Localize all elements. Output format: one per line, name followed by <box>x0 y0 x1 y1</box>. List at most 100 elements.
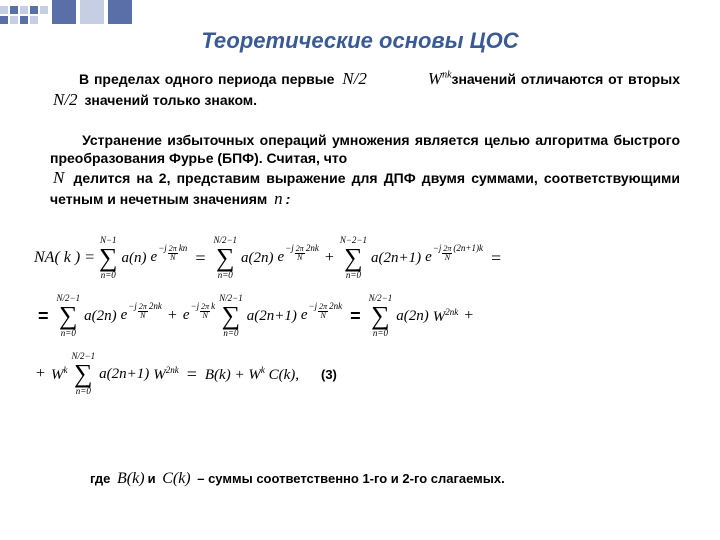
exp-d: e −j2πN2nk <box>121 307 162 325</box>
sum-f-term: a(2n) <box>396 308 429 325</box>
p1-wnk: Wnk <box>428 69 452 88</box>
exp-a-den: N <box>169 254 176 262</box>
exp-b-pre: −j <box>285 243 294 253</box>
sum-g-lower: n=0 <box>76 387 91 396</box>
sum-d-lower: n=0 <box>61 329 76 338</box>
plus1: + <box>323 249 336 267</box>
sigma-icon: ∑ <box>216 245 235 271</box>
p1-wnk-base: W <box>428 69 442 88</box>
footer-Bk: B(k) <box>114 470 148 487</box>
formula-row-2: = N/2−1 ∑ n=0 a(2n) e −j2πN2nk + e −j2πN… <box>34 294 686 338</box>
footer-tail: – суммы соответственно 1-го и 2-го слага… <box>194 471 505 486</box>
efac-den: N <box>201 312 208 320</box>
Wk-sup: k <box>64 365 68 375</box>
paragraph-2: Устранение избыточных операций умножения… <box>50 132 680 210</box>
exp-e-tail: 2nk <box>329 301 342 311</box>
exp-e-pre: −j <box>309 301 318 311</box>
sum-b: N/2−1 ∑ n=0 <box>213 236 237 280</box>
exp-d-den: N <box>139 312 146 320</box>
equation-number: (3) <box>321 367 337 382</box>
row3-lead: + <box>34 365 47 383</box>
sum-e-lower: n=0 <box>223 329 238 338</box>
Wk-base: W <box>51 367 64 383</box>
sum-d: N/2−1 ∑ n=0 <box>57 294 81 338</box>
sum-c: N−2−1 ∑ n=0 <box>340 236 367 280</box>
p2-colon: : <box>286 191 291 207</box>
footer-where: где <box>90 471 110 486</box>
sum-g-W: W2nk <box>153 365 179 384</box>
BkWkCk: B(k) + Wk C(k), <box>205 365 299 384</box>
traileq1: = <box>487 248 503 269</box>
eq1: = <box>191 248 209 269</box>
slide: Теоретические основы ЦОС В пределах одно… <box>0 0 720 540</box>
p1-a: В пределах одного периода первые <box>79 71 334 87</box>
eq2: = <box>346 306 365 327</box>
row2-lead: = <box>34 306 53 327</box>
formula-row-1: NA( k ) = N−1 ∑ n=0 a(n) e −j2πNkn = N/2… <box>34 236 686 280</box>
sum-a: N−1 ∑ n=0 <box>99 236 118 280</box>
sum-a-term: a(n) <box>122 250 147 267</box>
exp-a-pre: −j <box>158 243 167 253</box>
plus-tail2: + <box>462 307 475 325</box>
sum-e-term: a(2n+1) <box>247 308 297 325</box>
p2-n: n <box>271 189 286 208</box>
bkwkck-a: B(k) + W <box>205 367 261 383</box>
sum-b-term: a(2n) <box>241 250 274 267</box>
sum-b-lower: n=0 <box>218 271 233 280</box>
sum-f-W: W2nk <box>433 307 459 326</box>
sigma-icon: ∑ <box>99 245 118 271</box>
p1-math-n2b: N/2 <box>50 90 81 109</box>
sum-c-lower: n=0 <box>346 271 361 280</box>
e-factor: e −j2πNk <box>183 307 215 325</box>
sigma-icon: ∑ <box>59 303 78 329</box>
eq3: = <box>183 364 201 385</box>
exp-e-den: N <box>319 312 326 320</box>
exp-b-den: N <box>296 254 303 262</box>
exp-c-tail: (2n+1)k <box>453 243 483 253</box>
exp-d-pre: −j <box>128 301 137 311</box>
paragraph-1: В пределах одного периода первые N/2 Wnk… <box>50 68 680 111</box>
sum-e: N/2−1 ∑ n=0 <box>219 294 243 338</box>
formula-row-3: + Wk N/2−1 ∑ n=0 a(2n+1) W2nk = B(k) + W… <box>34 352 686 396</box>
sum-d-term: a(2n) <box>84 308 117 325</box>
sum-g: N/2−1 ∑ n=0 <box>72 352 96 396</box>
sum-c-term: a(2n+1) <box>371 250 421 267</box>
Wk-factor: Wk <box>51 365 68 384</box>
sum-g-wsup: 2nk <box>166 365 179 375</box>
efac-tail: k <box>211 301 215 311</box>
sum-a-lower: n=0 <box>101 271 116 280</box>
p1-b: значений отличаются от вторых <box>452 71 680 87</box>
sigma-icon: ∑ <box>74 361 93 387</box>
exp-c-den: N <box>444 254 451 262</box>
sum-g-term: a(2n+1) <box>99 366 149 383</box>
footer-and: и <box>148 471 156 486</box>
exp-a-tail: kn <box>179 243 188 253</box>
sigma-icon: ∑ <box>344 245 363 271</box>
exp-e: e −j2πN2nk <box>301 307 342 325</box>
p2-N: N <box>50 168 67 187</box>
lhs: NA( k ) = <box>34 249 95 267</box>
sum-f: N/2−1 ∑ n=0 <box>369 294 393 338</box>
efac-pre: −j <box>191 301 200 311</box>
exp-b: e −j2πN2nk <box>278 249 319 267</box>
exp-c-pre: −j <box>433 243 442 253</box>
p1-c: значений только знаком. <box>84 92 257 108</box>
footer-Ck: C(k) <box>159 470 193 487</box>
sigma-icon: ∑ <box>222 303 241 329</box>
footer-line: где B(k)и C(k) – суммы соответственно 1-… <box>90 470 660 488</box>
sum-f-lower: n=0 <box>373 329 388 338</box>
exp-a: e −j2πNkn <box>151 249 188 267</box>
bkwkck-b: C(k), <box>265 367 299 383</box>
exp-b-tail: 2nk <box>306 243 319 253</box>
p2-b: делится на 2, представим выражение для Д… <box>50 170 680 207</box>
plus2: + <box>166 307 179 325</box>
exp-d-tail: 2nk <box>149 301 162 311</box>
p1-math-n2a: N/2 <box>339 69 370 88</box>
p1-wnk-sup: nk <box>442 69 451 80</box>
sigma-icon: ∑ <box>371 303 390 329</box>
formula-block: NA( k ) = N−1 ∑ n=0 a(n) e −j2πNkn = N/2… <box>34 236 686 414</box>
sum-f-wsup: 2nk <box>445 307 458 317</box>
page-title: Теоретические основы ЦОС <box>0 28 720 54</box>
exp-c: e −j2πN(2n+1)k <box>425 249 483 267</box>
p2-a: Устранение избыточных операций умножения… <box>50 132 680 166</box>
